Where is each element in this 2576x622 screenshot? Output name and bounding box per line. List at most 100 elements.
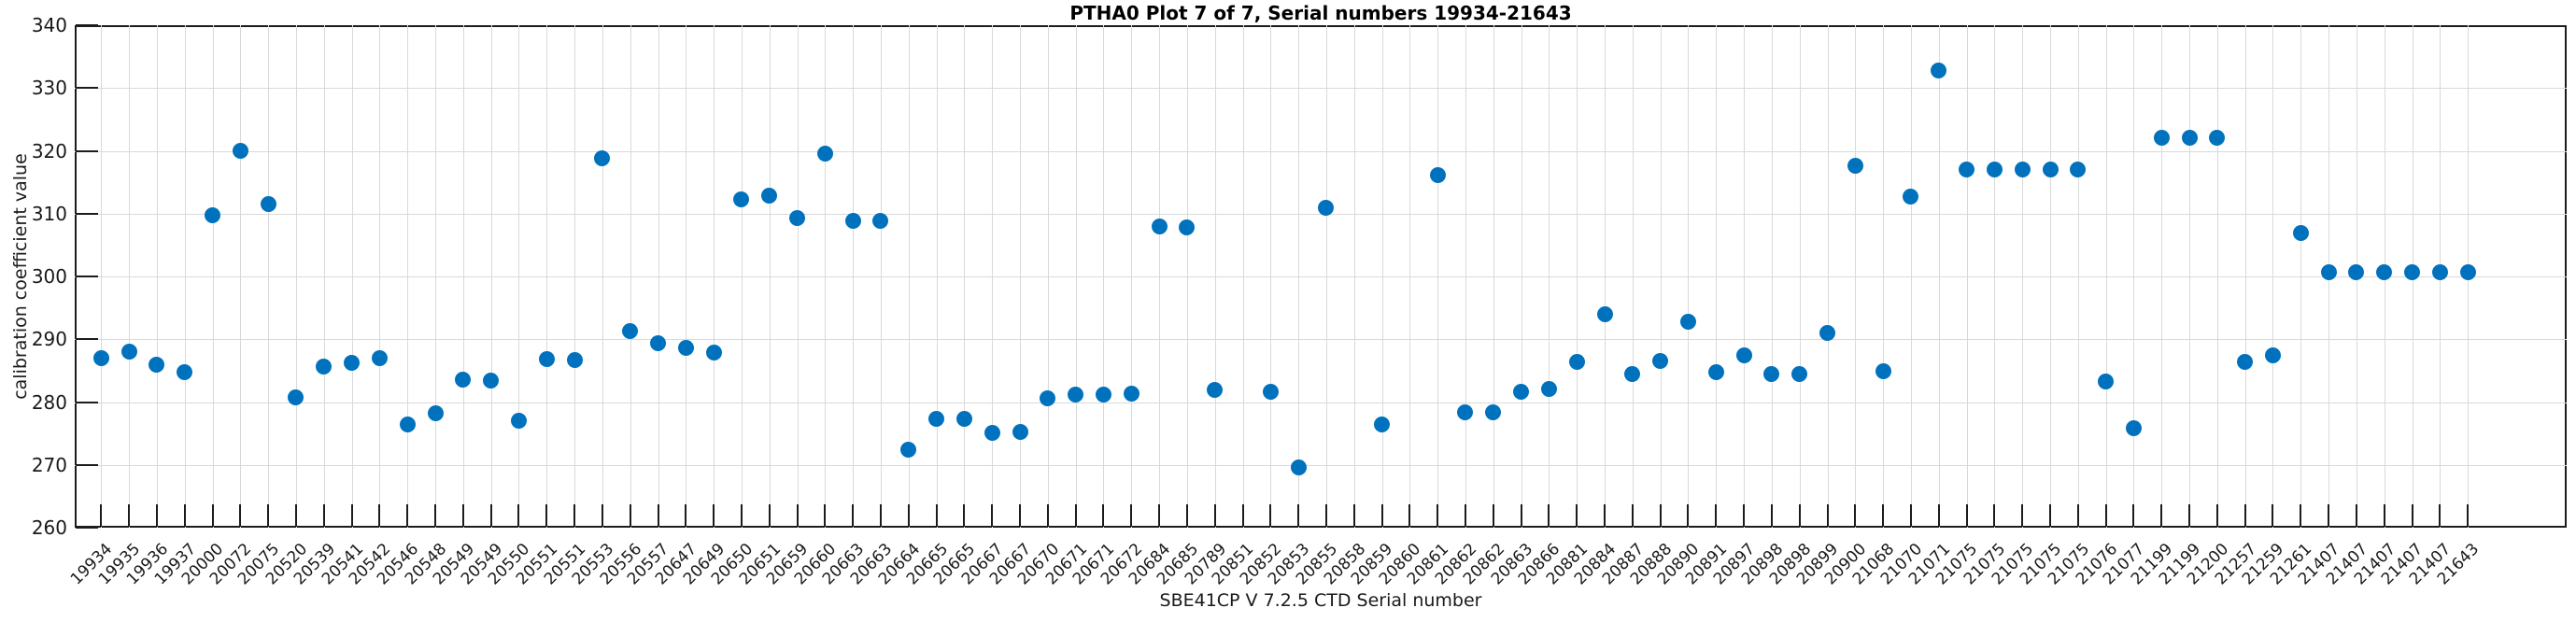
data-point xyxy=(1123,385,1139,402)
data-point xyxy=(1318,200,1335,217)
x-tick xyxy=(2243,504,2246,527)
x-tick xyxy=(1269,504,1272,527)
x-tick xyxy=(100,504,103,527)
data-point xyxy=(427,405,444,422)
data-point xyxy=(455,372,472,389)
v-gridline xyxy=(1744,25,1746,528)
v-gridline xyxy=(630,25,631,528)
x-tick xyxy=(1548,504,1550,527)
data-point xyxy=(2125,419,2142,436)
x-tick xyxy=(2104,504,2107,527)
v-gridline xyxy=(2050,25,2051,528)
v-gridline xyxy=(407,25,409,528)
x-tick xyxy=(824,504,827,527)
v-gridline xyxy=(156,25,158,528)
x-tick xyxy=(1046,504,1049,527)
v-gridline xyxy=(1353,25,1355,528)
x-tick xyxy=(601,504,603,527)
data-point xyxy=(177,363,193,380)
data-point xyxy=(2404,263,2421,280)
x-tick xyxy=(1324,504,1327,527)
x-tick xyxy=(1352,504,1355,527)
y-tick xyxy=(76,87,98,90)
data-point xyxy=(232,143,248,159)
data-point xyxy=(1624,365,1641,382)
x-tick xyxy=(1770,504,1773,527)
data-point xyxy=(120,344,137,360)
x-tick xyxy=(2300,504,2302,527)
v-gridline xyxy=(351,25,353,528)
v-gridline xyxy=(964,25,966,528)
v-gridline xyxy=(1577,25,1578,528)
x-tick xyxy=(1826,504,1829,527)
y-tick-label: 300 xyxy=(31,265,67,288)
v-gridline xyxy=(936,25,938,528)
data-point xyxy=(1374,417,1391,433)
v-gridline xyxy=(1660,25,1662,528)
x-tick xyxy=(1102,504,1105,527)
y-tick-label: 320 xyxy=(31,139,67,163)
data-point xyxy=(984,424,1000,441)
v-gridline xyxy=(2077,25,2079,528)
v-gridline xyxy=(546,25,548,528)
v-gridline xyxy=(1298,25,1300,528)
v-gridline xyxy=(1270,25,1272,528)
data-point xyxy=(1735,346,1752,363)
x-tick xyxy=(2272,504,2274,527)
v-gridline xyxy=(1186,25,1188,528)
data-point xyxy=(955,411,972,428)
y-tick-label: 280 xyxy=(31,390,67,414)
x-tick xyxy=(1437,504,1439,527)
data-point xyxy=(2014,162,2031,178)
data-point xyxy=(900,442,917,459)
data-point xyxy=(677,340,694,357)
data-point xyxy=(1791,365,1808,382)
v-gridline xyxy=(1214,25,1216,528)
v-gridline xyxy=(1159,25,1161,528)
x-tick xyxy=(1604,504,1606,527)
data-point xyxy=(2459,263,2476,280)
v-gridline xyxy=(240,25,242,528)
h-gridline xyxy=(75,339,2567,341)
data-point xyxy=(149,356,165,373)
data-point xyxy=(1040,389,1056,406)
data-point xyxy=(1986,162,2003,178)
data-point xyxy=(844,212,861,229)
data-point xyxy=(399,416,416,432)
data-point xyxy=(2098,374,2115,390)
data-point xyxy=(2070,162,2087,178)
x-tick xyxy=(545,504,548,527)
v-gridline xyxy=(2161,25,2163,528)
v-gridline xyxy=(992,25,994,528)
v-gridline xyxy=(1549,25,1550,528)
y-tick-label: 290 xyxy=(31,328,67,351)
data-point xyxy=(483,373,500,389)
v-gridline xyxy=(1855,25,1857,528)
v-gridline xyxy=(2189,25,2191,528)
x-tick xyxy=(768,504,771,527)
x-tick xyxy=(1464,504,1466,527)
v-gridline xyxy=(1409,25,1411,528)
x-tick xyxy=(1576,504,1578,527)
data-point xyxy=(1179,219,1196,236)
v-gridline xyxy=(1771,25,1773,528)
x-tick xyxy=(239,504,242,527)
data-point xyxy=(2376,263,2393,280)
data-point xyxy=(2292,225,2309,242)
v-gridline xyxy=(379,25,381,528)
x-tick xyxy=(461,504,464,527)
y-tick xyxy=(76,276,98,277)
data-point xyxy=(2264,346,2281,363)
x-tick xyxy=(963,504,966,527)
v-gridline xyxy=(2216,25,2218,528)
v-gridline xyxy=(797,25,799,528)
data-point xyxy=(1847,158,1863,175)
data-point xyxy=(92,349,109,366)
x-tick xyxy=(2021,504,2024,527)
v-gridline xyxy=(880,25,882,528)
data-point xyxy=(1485,404,1502,421)
data-point xyxy=(1207,381,1224,398)
x-tick xyxy=(183,504,186,527)
data-point xyxy=(1931,62,1947,78)
data-point xyxy=(1262,383,1279,400)
